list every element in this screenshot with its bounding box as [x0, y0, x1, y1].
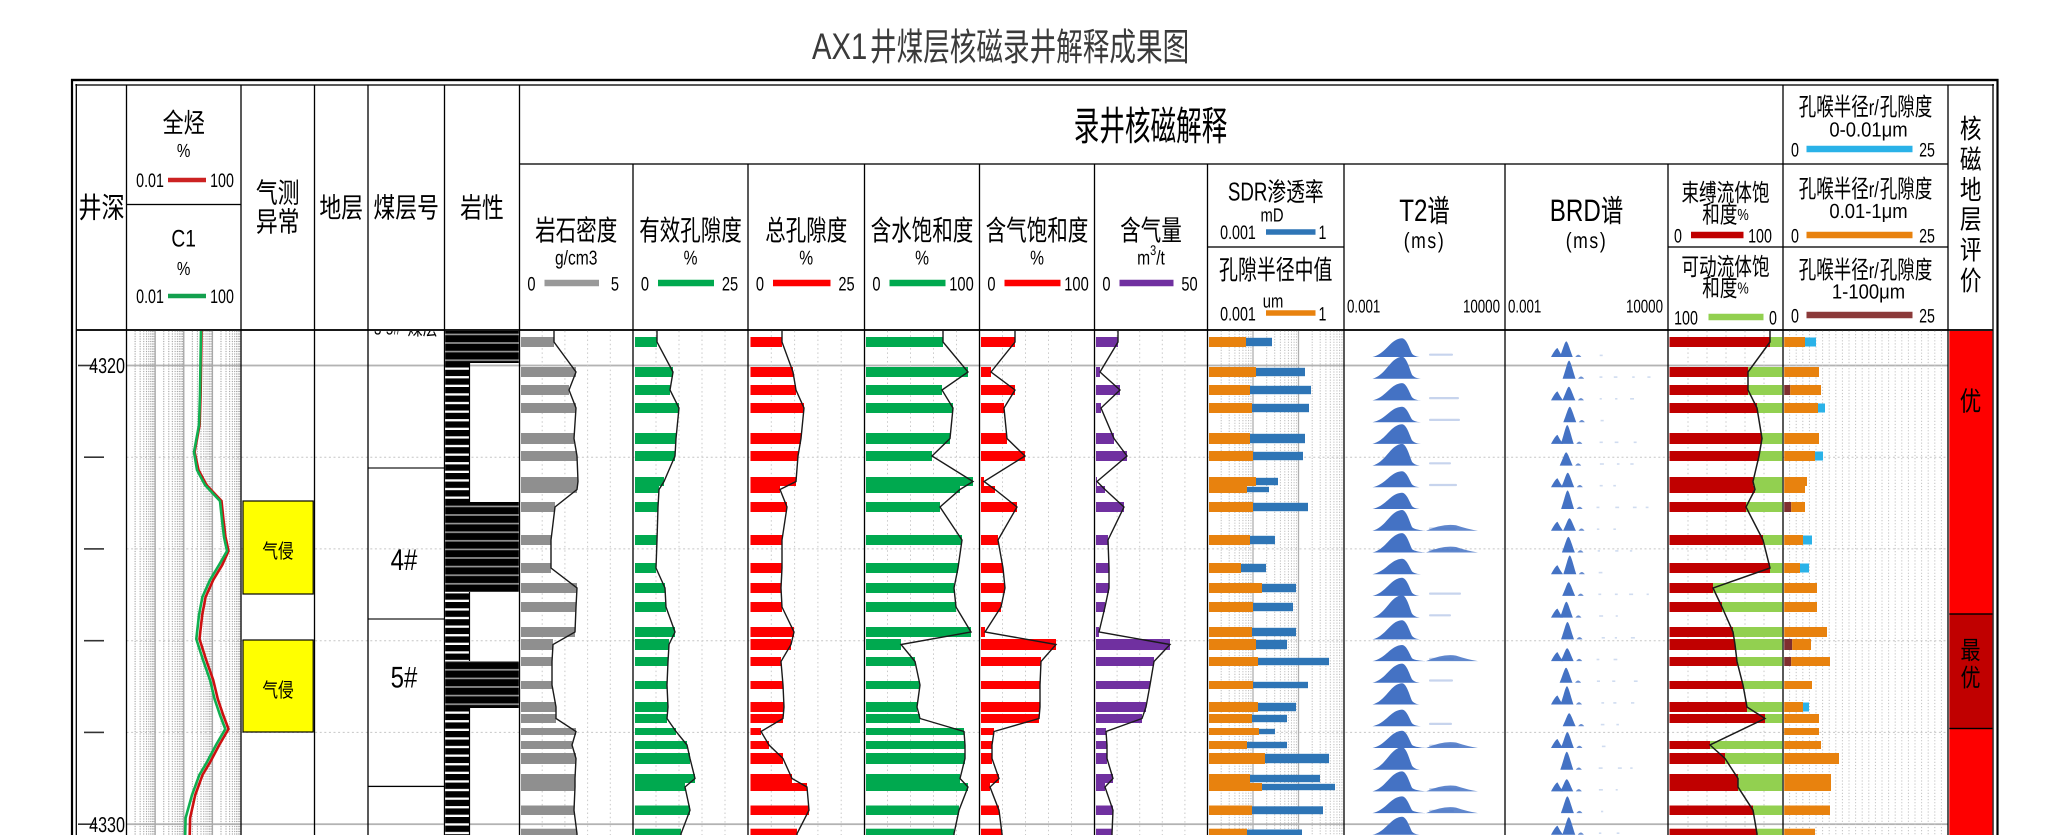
svg-text:3-5#: 3-5# — [374, 318, 401, 339]
svg-text:25: 25 — [1919, 140, 1935, 162]
svg-text:1: 1 — [1319, 304, 1327, 326]
svg-text:0: 0 — [987, 274, 995, 296]
svg-text:100: 100 — [1674, 308, 1698, 330]
svg-text:25: 25 — [1919, 306, 1935, 328]
svg-text:%: % — [1737, 281, 1748, 298]
svg-text:%: % — [1737, 207, 1748, 224]
svg-text:C1: C1 — [171, 226, 196, 253]
svg-text:10000: 10000 — [1626, 296, 1663, 317]
svg-text:0: 0 — [641, 274, 649, 296]
svg-text:100: 100 — [949, 274, 974, 296]
svg-text:0: 0 — [1791, 140, 1799, 162]
svg-text:10000: 10000 — [1463, 296, 1500, 317]
svg-text:4320: 4320 — [89, 354, 125, 378]
svg-text:r/: r/ — [1869, 258, 1880, 283]
svg-text:AX1: AX1 — [812, 26, 867, 67]
svg-text:4#: 4# — [391, 544, 418, 577]
svg-text:100: 100 — [1064, 274, 1089, 296]
svg-text:0.001: 0.001 — [1347, 296, 1380, 317]
svg-text:0.01: 0.01 — [136, 170, 164, 192]
svg-text:g/cm3: g/cm3 — [555, 248, 597, 270]
svg-text:SDR: SDR — [1228, 176, 1268, 206]
svg-text:(ms): (ms) — [1404, 228, 1446, 253]
svg-text:(ms): (ms) — [1566, 228, 1608, 253]
svg-text:25: 25 — [722, 274, 738, 296]
svg-text:0-0.01μm: 0-0.01μm — [1829, 118, 1907, 141]
svg-text:m: m — [1137, 248, 1150, 270]
svg-text:0.001: 0.001 — [1220, 222, 1256, 244]
svg-text:100: 100 — [210, 286, 234, 308]
svg-text:%: % — [684, 248, 698, 270]
svg-text:4330: 4330 — [89, 813, 125, 835]
svg-text:0: 0 — [756, 274, 764, 296]
svg-text:50: 50 — [1181, 274, 1197, 296]
svg-text:0.01-1μm: 0.01-1μm — [1829, 200, 1907, 223]
svg-text:100: 100 — [1748, 226, 1772, 248]
svg-text:0: 0 — [872, 274, 880, 296]
svg-text:mD: mD — [1260, 205, 1283, 226]
svg-text:%: % — [799, 248, 813, 270]
svg-text:/t: /t — [1156, 248, 1165, 270]
svg-text:0: 0 — [1674, 226, 1682, 248]
svg-text:0: 0 — [527, 274, 535, 296]
svg-text:0: 0 — [1791, 306, 1799, 328]
svg-text:3: 3 — [1150, 242, 1156, 258]
svg-text:%: % — [1030, 248, 1044, 270]
svg-text:0.001: 0.001 — [1220, 304, 1256, 326]
svg-text:1-100μm: 1-100μm — [1832, 280, 1905, 303]
svg-text:0: 0 — [1791, 226, 1799, 248]
svg-text:5#: 5# — [391, 662, 418, 695]
svg-text:0.001: 0.001 — [1508, 296, 1541, 317]
svg-text:0: 0 — [1102, 274, 1110, 296]
svg-text:0: 0 — [1769, 308, 1777, 330]
svg-text:%: % — [177, 141, 191, 162]
svg-text:1: 1 — [1319, 222, 1327, 244]
svg-text:r/: r/ — [1869, 95, 1880, 120]
svg-text:25: 25 — [838, 274, 854, 296]
svg-text:um: um — [1263, 291, 1284, 312]
svg-text:100: 100 — [210, 170, 234, 192]
svg-text:%: % — [915, 248, 929, 270]
svg-text:25: 25 — [1919, 226, 1935, 248]
svg-text:BRD: BRD — [1550, 193, 1601, 228]
svg-text:%: % — [177, 259, 191, 280]
svg-text:r/: r/ — [1869, 177, 1880, 202]
svg-text:5: 5 — [611, 274, 619, 296]
svg-text:0.01: 0.01 — [136, 286, 164, 308]
svg-text:T2: T2 — [1399, 193, 1427, 228]
